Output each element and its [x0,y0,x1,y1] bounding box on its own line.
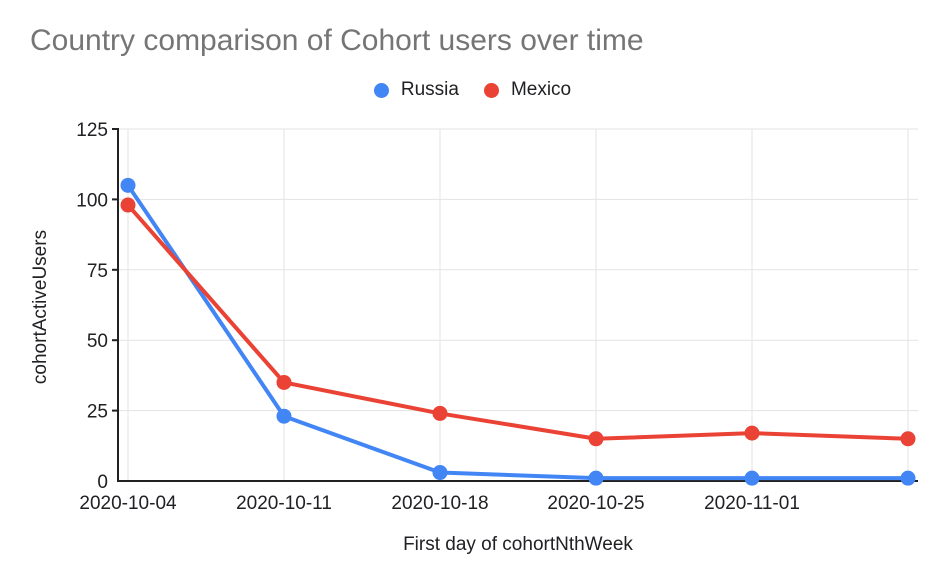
chart-title: Country comparison of Cohort users over … [30,24,644,57]
series-line-mexico[interactable] [126,203,910,441]
chart-legend: Russia Mexico [0,79,945,101]
y-tick-label: 0 [97,472,108,493]
legend-label: Mexico [510,79,572,100]
x-tick-label: 2020-11-01 [704,493,800,514]
y-axis-title: cohortActiveUsers [30,229,51,385]
y-tick-label: 50 [87,331,108,352]
x-axis-title: First day of cohortNthWeek [403,534,633,555]
legend-label: Russia [400,79,459,100]
data-point-russia[interactable] [276,408,292,424]
legend-item-mexico[interactable]: Mexico [483,79,572,101]
y-tick-label: 25 [87,402,108,423]
y-tick-label: 75 [87,261,108,282]
y-tick-label: 100 [76,190,108,211]
data-point-russia[interactable] [120,177,136,193]
legend-dot-icon [483,82,499,98]
data-point-russia[interactable] [744,470,760,486]
data-point-mexico[interactable] [432,405,448,421]
data-point-mexico[interactable] [276,374,292,390]
x-tick-label: 2020-10-18 [391,493,488,514]
data-point-mexico[interactable] [900,431,916,447]
data-point-mexico[interactable] [588,431,604,447]
y-tick-label: 125 [76,120,108,141]
legend-dot-icon [373,82,389,98]
series-line-russia[interactable] [126,183,910,481]
data-point-russia[interactable] [900,470,916,486]
data-point-russia[interactable] [432,465,448,481]
x-tick-label: 2020-10-04 [79,493,177,514]
x-tick-label: 2020-10-25 [547,493,644,514]
data-point-russia[interactable] [588,470,604,486]
data-point-mexico[interactable] [120,197,136,213]
x-tick-label: 2020-10-11 [236,493,332,514]
data-point-mexico[interactable] [744,425,760,441]
legend-item-russia[interactable]: Russia [373,79,459,101]
